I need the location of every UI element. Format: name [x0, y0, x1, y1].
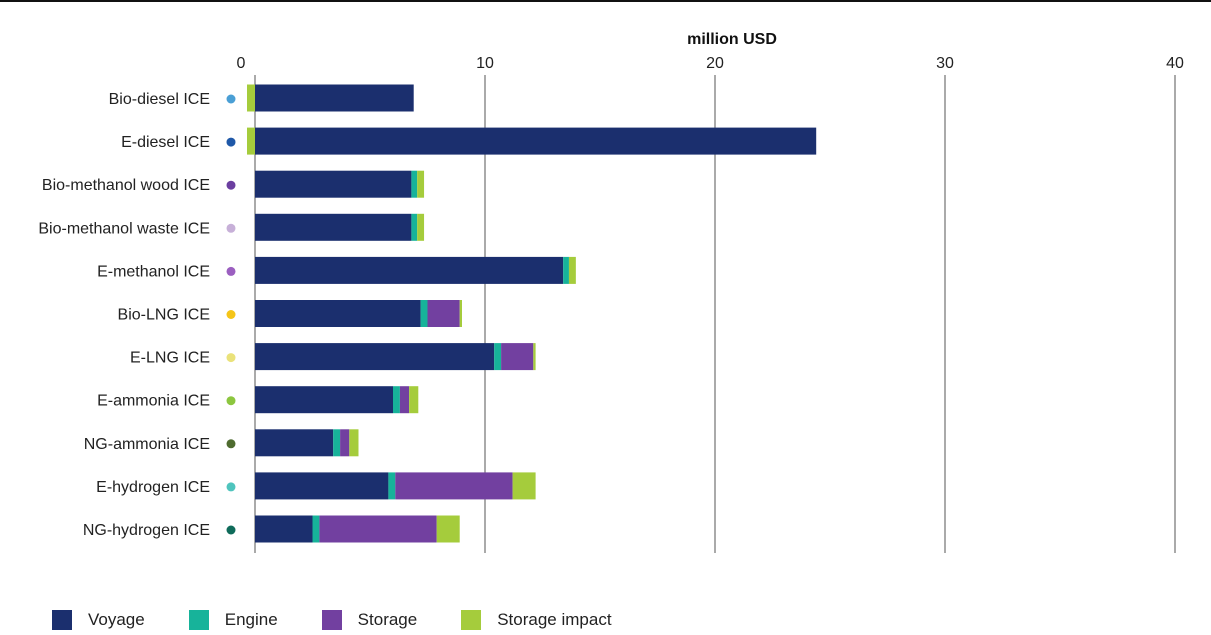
bar-segment-voyage [255, 343, 495, 371]
legend-swatch [461, 610, 482, 630]
bar-segment-voyage [255, 84, 414, 112]
bar-segment-storage-impact [512, 472, 536, 500]
bar-segment-storage-impact [349, 429, 359, 457]
bar-segment-storage-impact [568, 256, 576, 284]
category-label: E-methanol ICE [97, 263, 210, 280]
category-marker-dot [226, 180, 236, 190]
category-marker-dot [226, 310, 236, 319]
category-label: NG-hydrogen ICE [83, 522, 210, 539]
category-label: E-diesel ICE [121, 134, 210, 151]
legend: Voyage Engine Storage Storage impact [52, 610, 656, 630]
bar-segment-storage [399, 386, 410, 414]
legend-label: Storage impact [497, 610, 612, 629]
legend-item: Engine [188, 610, 278, 630]
bar-segment-engine [312, 515, 320, 543]
category-label: E-ammonia ICE [97, 393, 210, 410]
bar-segment-storage-impact [417, 213, 425, 241]
legend-item: Voyage [52, 610, 145, 630]
bar-segment-storage-impact [409, 386, 419, 414]
bar-segment-storage-impact [436, 515, 460, 543]
bar-segment-voyage [255, 170, 412, 198]
legend-item: Storage impact [461, 610, 612, 630]
bar-segment-storage [319, 515, 437, 543]
category-label: E-hydrogen ICE [96, 479, 210, 496]
bar-segment-storage-impact [459, 300, 462, 327]
x-tick-label: 30 [936, 55, 954, 72]
x-tick-label: 20 [706, 55, 724, 72]
category-label: Bio-diesel ICE [109, 91, 210, 108]
x-tick-label: 40 [1166, 55, 1184, 72]
bar-segment-storage-impact [247, 127, 255, 155]
bar-segment-voyage [255, 472, 389, 500]
bar-segment-voyage [255, 429, 334, 457]
category-label: NG-ammonia ICE [84, 436, 210, 453]
category-marker-dot [226, 482, 236, 492]
bar-segment-storage-impact [417, 170, 425, 198]
x-axis-title: million USD [687, 31, 777, 48]
legend-item: Storage [321, 610, 418, 630]
category-marker-dot [226, 525, 236, 535]
category-label: E-LNG ICE [130, 350, 210, 367]
legend-swatch [188, 610, 209, 630]
category-label: Bio-LNG ICE [118, 307, 210, 324]
bar-segment-voyage [255, 256, 564, 284]
bar-segment-voyage [255, 127, 817, 155]
x-tick-label: 0 [237, 55, 246, 72]
bar-segment-engine [388, 472, 396, 500]
bar-segment-voyage [255, 515, 313, 543]
legend-label: Voyage [88, 610, 145, 629]
bars [247, 84, 817, 543]
bar-segment-engine [494, 343, 502, 371]
top-rule [0, 0, 1211, 2]
bar-segment-storage-impact [247, 84, 255, 112]
x-tick-label: 10 [476, 55, 494, 72]
bar-segment-voyage [255, 386, 393, 414]
bar-segment-engine [393, 386, 400, 414]
bar-segment-storage [340, 429, 350, 457]
category-label: Bio-methanol wood ICE [42, 177, 210, 194]
bar-segment-engine [333, 429, 341, 457]
category-label: Bio-methanol waste ICE [38, 220, 210, 237]
category-labels: Bio-diesel ICE E-diesel ICE Bio-methanol w… [38, 91, 210, 539]
bar-segment-engine [411, 213, 418, 241]
bar-segment-storage [427, 300, 460, 327]
category-marker-dot [226, 353, 236, 363]
bar-segment-storage-impact [533, 343, 536, 371]
bar-segment-voyage [255, 213, 412, 241]
legend-label: Engine [224, 610, 278, 629]
category-marker-dot [226, 266, 236, 276]
bar-segment-voyage [255, 300, 421, 327]
bar-segment-storage [501, 343, 534, 371]
stacked-bar-chart: million USD 0 10 20 30 40 Bio-diesel ICE E-di… [38, 31, 1184, 553]
x-tick-labels: 0 10 20 30 40 [237, 55, 1184, 72]
category-marker-dot [226, 137, 236, 147]
legend-swatch [321, 610, 342, 630]
legend-label: Storage [357, 610, 418, 629]
category-marker-dot [226, 396, 236, 406]
bar-segment-storage [395, 472, 513, 500]
bar-segment-engine [420, 300, 428, 327]
bar-segment-engine [563, 256, 569, 284]
category-marker-dot [226, 94, 236, 104]
category-marker-dot [226, 223, 236, 233]
category-markers [226, 94, 236, 535]
category-marker-dot [226, 439, 236, 449]
bar-segment-engine [411, 170, 418, 198]
legend-swatch [52, 610, 72, 630]
